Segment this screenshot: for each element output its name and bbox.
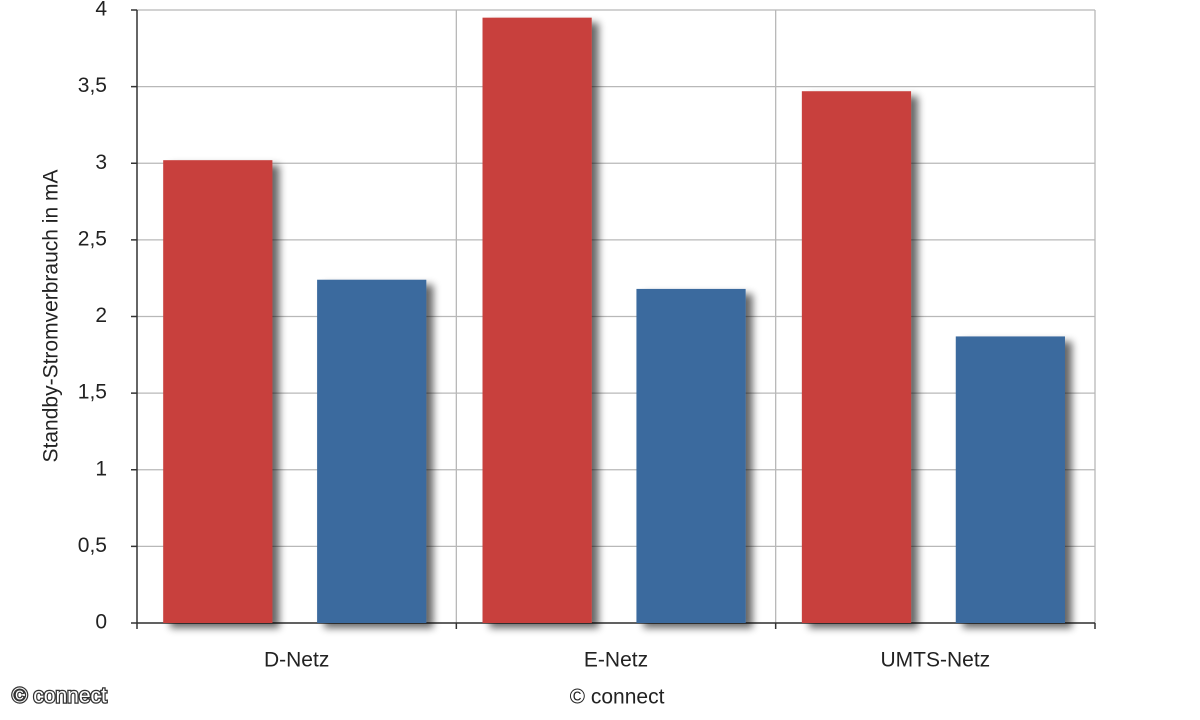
x-tick-label: UMTS-Netz [880,649,990,672]
source: © connect [570,686,665,709]
y-tick-label: 3 [95,151,107,174]
bar [636,288,746,623]
y-tick-label: 2,5 [78,227,107,250]
bar [801,91,912,623]
y-tick-label: 0 [95,611,107,634]
y-tick-label: 2 [95,304,107,327]
y-tick-label: 3,5 [78,74,107,97]
bar [482,17,592,624]
x-tick-label: D-Netz [264,649,329,672]
y-tick-label: 1 [95,457,107,480]
y-tick-label: 1,5 [78,381,107,404]
y-tick-label: 4 [95,0,107,21]
bar [163,160,273,623]
y-axis-label: Standby-Stromverbrauch in mA [40,170,63,463]
x-tick-label: E-Netz [584,649,648,672]
bar [317,279,427,623]
watermark: © connect [12,685,107,708]
y-tick-label: 0,5 [78,534,107,557]
bar [955,336,1065,623]
